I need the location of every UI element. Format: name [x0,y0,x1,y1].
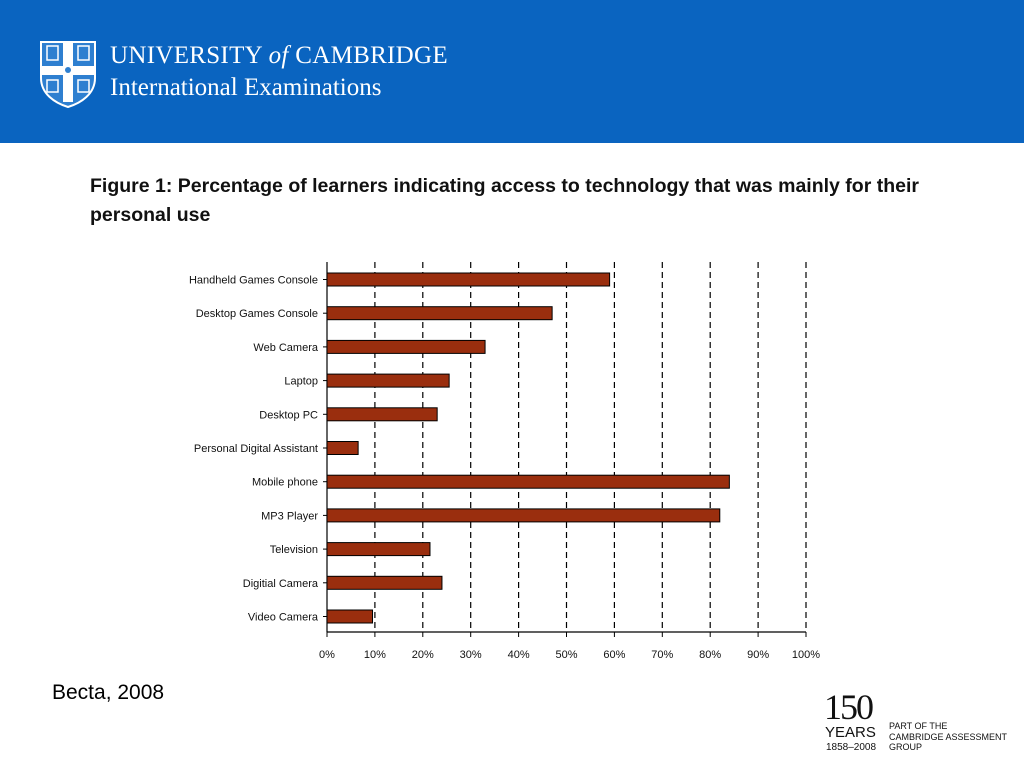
bar-10 [326,609,374,624]
bar-6 [326,474,730,489]
bar-2 [326,339,486,354]
institution-name-of: of [268,42,289,69]
bar-3 [326,373,450,388]
category-label-2: Web Camera [253,342,318,354]
bar-7 [326,508,721,523]
category-label-7: MP3 Player [261,510,318,522]
header-banner: UNIVERSITY of CAMBRIDGE International Ex… [0,0,1024,143]
anniversary-range: 1858–2008 [826,742,877,753]
bar-4 [326,407,438,422]
category-label-3: Laptop [284,376,318,388]
x-tick-label-1: 10% [364,649,386,661]
x-tick-label-3: 30% [460,649,482,661]
institution-name-part2: CAMBRIDGE [295,42,448,69]
category-label-8: Television [270,544,318,556]
anniversary-number: 150 [824,687,874,727]
group-line-2: CAMBRIDGE ASSESSMENT [889,731,1008,742]
institution-subtitle: International Examinations [110,74,382,101]
assessment-group-text: PART OF THE CAMBRIDGE ASSESSMENT GROUP [889,721,1019,753]
x-tick-label-6: 60% [603,649,625,661]
category-label-6: Mobile phone [252,477,318,489]
x-tick-label-4: 40% [508,649,530,661]
x-tick-label-5: 50% [555,649,577,661]
bar-0 [326,272,611,287]
bar-9 [326,575,443,590]
university-crest-icon [40,41,96,108]
x-tick-label-10: 100% [792,649,820,661]
category-label-4: Desktop PC [259,409,318,421]
category-label-5: Personal Digital Assistant [194,443,318,455]
x-tick-label-0: 0% [319,649,335,661]
category-label-10: Video Camera [248,612,319,624]
anniversary-word: YEARS [825,724,876,741]
category-label-1: Desktop Games Console [196,308,318,320]
x-tick-label-9: 90% [747,649,769,661]
x-tick-label-2: 20% [412,649,434,661]
x-tick-label-8: 80% [699,649,721,661]
institution-name: UNIVERSITY of CAMBRIDGE [110,42,448,70]
bar-5 [326,441,359,455]
source-citation: Becta, 2008 [52,681,165,704]
category-label-9: Digitial Camera [243,578,319,590]
institution-name-part1: UNIVERSITY [110,42,263,69]
group-line-1: PART OF THE [889,721,948,731]
figure-title: Figure 1: Percentage of learners indicat… [90,175,919,226]
x-tick-label-7: 70% [651,649,673,661]
anniversary-logo: 150 YEARS 1858–2008 PART OF THE CAMBRIDG… [824,687,1014,760]
bar-8 [326,542,431,557]
category-label-0: Handheld Games Console [189,275,318,287]
bar-1 [326,306,553,321]
group-line-3: GROUP [889,742,923,752]
